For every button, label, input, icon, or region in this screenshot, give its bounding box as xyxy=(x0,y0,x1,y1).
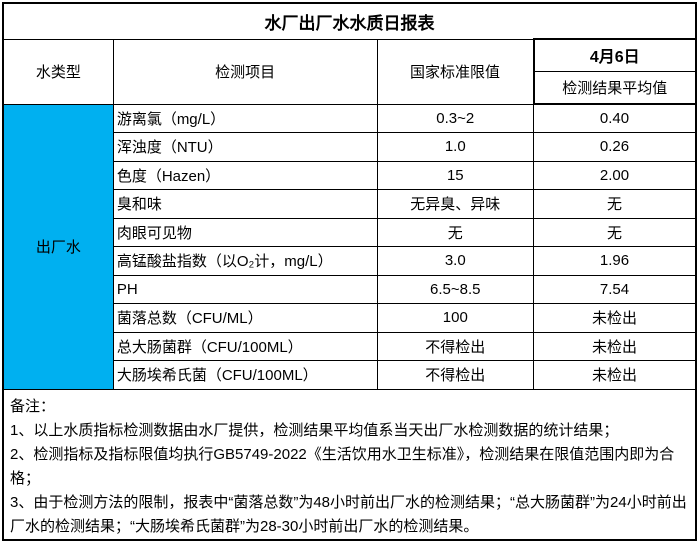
standard-cell: 0.3~2 xyxy=(376,103,535,133)
result-cell: 未检出 xyxy=(533,303,697,333)
table-row: 浑浊度（NTU） 1.0 0.26 xyxy=(3,132,697,162)
standard-cell: 无 xyxy=(376,217,535,247)
table-row: 肉眼可见物 无 无 xyxy=(3,217,697,247)
standard-cell: 无异臭、异味 xyxy=(376,189,535,219)
item-cell: 浑浊度（NTU） xyxy=(112,132,378,162)
note-line-1: 1、以上水质指标检测数据由水厂提供，检测结果平均值系当天出厂水检测数据的统计结果… xyxy=(10,421,619,439)
standard-cell: 6.5~8.5 xyxy=(376,274,535,304)
column-header-standard: 国家标准限值 xyxy=(376,38,535,105)
item-cell: 肉眼可见物 xyxy=(112,217,378,247)
water-type-cell: 出厂水 xyxy=(2,103,114,390)
notes-row: 备注： 1、以上水质指标检测数据由水厂提供，检测结果平均值系当天出厂水检测数据的… xyxy=(2,388,697,540)
notes-label: 备注： xyxy=(10,397,56,415)
item-cell: PH xyxy=(112,274,378,304)
column-header-result-avg: 检测结果平均值 xyxy=(532,70,697,105)
item-cell: 游离氯（mg/L） xyxy=(112,103,378,133)
column-header-item: 检测项目 xyxy=(112,38,378,105)
result-cell: 2.00 xyxy=(533,160,697,190)
result-cell: 未检出 xyxy=(533,331,697,361)
standard-cell: 15 xyxy=(376,160,535,190)
column-header-water-type: 水类型 xyxy=(2,38,114,105)
result-cell: 无 xyxy=(533,189,697,219)
title-row: 水厂出厂水水质日报表 xyxy=(2,2,697,40)
column-header-date: 4月6日 xyxy=(532,38,697,72)
notes-block: 备注： 1、以上水质指标检测数据由水厂提供，检测结果平均值系当天出厂水检测数据的… xyxy=(2,388,697,540)
table-row: 菌落总数（CFU/ML） 100 未检出 xyxy=(3,303,697,333)
standard-cell: 100 xyxy=(376,303,535,333)
result-cell: 0.40 xyxy=(533,103,697,133)
standard-cell: 1.0 xyxy=(376,132,535,162)
table-row: 出厂水 游离氯（mg/L） 0.3~2 0.40 xyxy=(2,103,697,390)
table-row: 总大肠菌群（CFU/100ML） 不得检出 未检出 xyxy=(3,331,697,361)
header-row-1: 水类型 检测项目 国家标准限值 4月6日 xyxy=(2,38,697,105)
table-row: 高锰酸盐指数（以O₂计，mg/L） 3.0 1.96 xyxy=(3,246,697,276)
item-cell: 高锰酸盐指数（以O₂计，mg/L） xyxy=(112,246,378,276)
item-cell: 大肠埃希氏菌（CFU/100ML） xyxy=(112,360,378,390)
result-cell: 7.54 xyxy=(533,274,697,304)
result-cell: 无 xyxy=(533,217,697,247)
table-row: 色度（Hazen） 15 2.00 xyxy=(3,160,697,190)
note-line-3: 3、由于检测方法的限制，报表中“菌落总数”为48小时前出厂水的检测结果；“总大肠… xyxy=(10,493,687,535)
standard-cell: 不得检出 xyxy=(376,331,535,361)
item-cell: 总大肠菌群（CFU/100ML） xyxy=(112,331,378,361)
item-cell: 色度（Hazen） xyxy=(112,160,378,190)
header-row-2: 检测结果平均值 xyxy=(3,70,697,105)
standard-cell: 3.0 xyxy=(376,246,535,276)
result-cell: 1.96 xyxy=(533,246,697,276)
result-cell: 未检出 xyxy=(533,360,697,390)
item-cell: 臭和味 xyxy=(112,189,378,219)
note-line-2: 2、检测指标及指标限值均执行GB5749-2022《生活饮用水卫生标准》，检测结… xyxy=(10,445,675,487)
standard-cell: 不得检出 xyxy=(376,360,535,390)
item-cell: 菌落总数（CFU/ML） xyxy=(112,303,378,333)
table-row: 臭和味 无异臭、异味 无 xyxy=(3,189,697,219)
table-row: PH 6.5~8.5 7.54 xyxy=(3,274,697,304)
table-row: 大肠埃希氏菌（CFU/100ML） 不得检出 未检出 xyxy=(3,360,697,390)
report-title: 水厂出厂水水质日报表 xyxy=(2,2,697,40)
result-cell: 0.26 xyxy=(533,132,697,162)
